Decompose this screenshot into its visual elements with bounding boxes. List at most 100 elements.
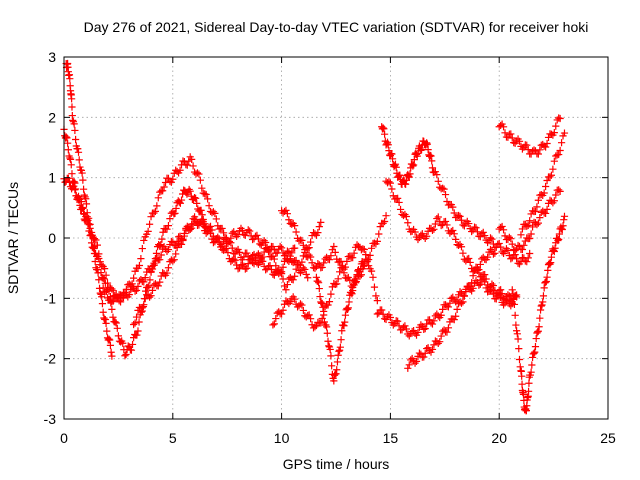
series-sat-e xyxy=(130,213,312,329)
data-point xyxy=(66,155,75,163)
data-point xyxy=(159,187,167,195)
data-point xyxy=(348,290,356,298)
data-point xyxy=(560,212,569,220)
data-point xyxy=(269,242,277,251)
data-point xyxy=(331,248,339,256)
data-point xyxy=(179,236,187,245)
data-point xyxy=(349,254,357,262)
data-point xyxy=(409,162,417,170)
data-point xyxy=(423,140,431,148)
data-point xyxy=(74,145,82,153)
data-point xyxy=(360,245,368,254)
data-point xyxy=(534,150,542,158)
data-point xyxy=(218,242,226,250)
data-point xyxy=(109,313,117,321)
data-point xyxy=(524,221,532,229)
data-point xyxy=(472,224,480,232)
data-point xyxy=(337,257,345,266)
data-point xyxy=(469,272,477,280)
data-point xyxy=(153,202,161,210)
data-point xyxy=(171,209,179,217)
data-point xyxy=(89,244,97,252)
data-point xyxy=(479,228,487,236)
data-point xyxy=(307,238,315,246)
data-point xyxy=(367,244,376,252)
data-point xyxy=(466,283,474,291)
data-point xyxy=(379,124,387,132)
data-point xyxy=(169,175,177,183)
data-point xyxy=(373,237,381,245)
data-point xyxy=(504,133,512,141)
data-point xyxy=(554,236,562,245)
data-point xyxy=(452,312,460,320)
data-point xyxy=(560,216,568,224)
data-point xyxy=(141,295,149,303)
data-point xyxy=(452,235,460,243)
data-point xyxy=(482,284,490,292)
data-point xyxy=(160,183,168,191)
data-point xyxy=(514,335,522,343)
data-point xyxy=(74,148,83,156)
data-point xyxy=(382,212,390,220)
data-point xyxy=(407,356,415,364)
data-point xyxy=(536,146,544,154)
y-tick-label: -3 xyxy=(44,411,57,427)
data-point xyxy=(218,224,226,233)
data-point xyxy=(475,266,483,274)
data-point xyxy=(527,368,535,376)
data-point xyxy=(402,180,410,188)
data-point xyxy=(270,320,278,328)
data-point xyxy=(108,305,116,313)
data-point xyxy=(489,290,497,298)
data-point xyxy=(431,220,439,228)
data-point xyxy=(327,290,335,298)
data-point xyxy=(93,241,101,249)
data-point xyxy=(278,244,286,252)
data-point xyxy=(379,310,387,318)
data-point xyxy=(543,139,551,148)
data-point xyxy=(549,165,557,173)
data-point xyxy=(77,166,86,175)
data-point xyxy=(513,255,521,263)
data-point xyxy=(530,146,538,154)
data-point xyxy=(507,235,515,243)
data-point xyxy=(64,139,72,147)
data-point xyxy=(476,280,484,288)
data-point xyxy=(279,275,287,283)
data-point xyxy=(367,267,376,275)
data-point xyxy=(507,130,515,138)
data-point xyxy=(534,327,542,335)
data-point xyxy=(404,364,412,372)
data-point xyxy=(454,241,463,249)
data-point xyxy=(197,206,205,214)
data-point xyxy=(544,266,552,275)
data-point xyxy=(372,292,380,300)
data-point xyxy=(446,299,454,307)
data-point xyxy=(396,205,405,214)
data-point xyxy=(495,239,503,248)
data-point xyxy=(163,269,171,277)
data-point xyxy=(157,251,165,259)
data-point xyxy=(516,363,524,371)
data-point xyxy=(304,311,312,320)
data-point xyxy=(457,243,466,251)
data-point xyxy=(539,298,547,306)
data-point xyxy=(224,249,232,257)
data-point xyxy=(99,308,107,316)
data-point xyxy=(235,248,244,256)
data-point xyxy=(314,259,322,268)
data-point xyxy=(491,249,499,257)
data-point xyxy=(384,141,392,149)
data-point xyxy=(70,120,78,128)
data-point xyxy=(414,328,422,336)
data-point xyxy=(401,322,409,330)
data-point xyxy=(234,231,242,239)
data-point xyxy=(96,289,104,297)
data-point xyxy=(536,306,545,314)
data-point xyxy=(547,171,556,179)
data-point xyxy=(499,123,508,131)
data-point xyxy=(253,231,261,240)
data-point xyxy=(511,246,519,255)
data-point xyxy=(250,260,258,268)
data-point xyxy=(547,259,555,267)
